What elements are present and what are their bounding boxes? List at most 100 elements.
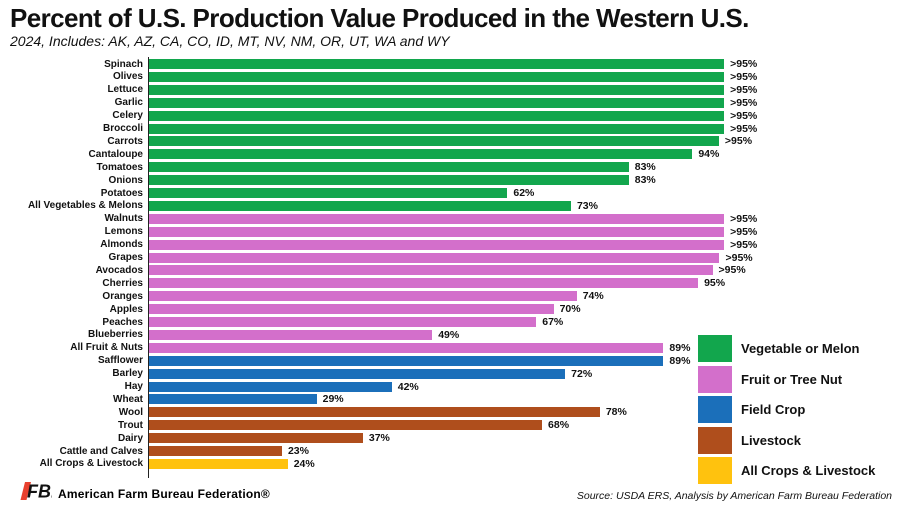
category-label: Broccoli xyxy=(102,123,143,134)
value-label: 68% xyxy=(548,419,570,432)
category-label: Almonds xyxy=(100,239,143,251)
bar xyxy=(149,84,725,95)
value-label: >95% xyxy=(730,70,758,83)
bar xyxy=(149,213,725,224)
value-label: 95% xyxy=(704,277,726,290)
value-label: 49% xyxy=(438,328,460,341)
bar xyxy=(149,97,725,108)
legend-swatch xyxy=(698,396,732,423)
value-label: 83% xyxy=(634,174,656,187)
footer-source: Source: USDA ERS, Analysis by American F… xyxy=(576,490,892,502)
legend-label: Fruit or Tree Nut xyxy=(741,371,843,387)
bar xyxy=(149,188,508,198)
value-label: >95% xyxy=(730,238,758,251)
bar xyxy=(149,342,664,353)
value-label: 29% xyxy=(322,393,344,406)
chart-subtitle: 2024, Includes: AK, AZ, CA, CO, ID, MT, … xyxy=(10,33,450,49)
bar xyxy=(149,329,433,340)
value-label: 23% xyxy=(287,445,309,457)
value-label: 78% xyxy=(605,406,627,419)
category-label: Safflower xyxy=(97,355,143,367)
bar xyxy=(149,136,719,147)
bar xyxy=(149,149,693,160)
value-label: 67% xyxy=(542,316,564,328)
bar xyxy=(149,278,699,289)
y-axis-line xyxy=(148,57,149,478)
value-label: 72% xyxy=(571,367,593,380)
bar xyxy=(149,433,363,444)
category-label: All Fruit & Nuts xyxy=(70,342,143,354)
legend-swatch xyxy=(698,426,732,454)
category-label: Dairy xyxy=(117,432,143,444)
category-label: Grapes xyxy=(108,252,143,263)
bar xyxy=(149,71,725,82)
value-label: 42% xyxy=(397,380,419,393)
category-label: Wool xyxy=(118,406,143,418)
value-label: >95% xyxy=(730,109,758,122)
bar xyxy=(149,175,629,186)
category-label: Tomatoes xyxy=(96,161,144,173)
value-label: 73% xyxy=(576,199,598,212)
category-label: Oranges xyxy=(102,290,143,302)
bar xyxy=(149,239,725,250)
category-label: Blueberries xyxy=(87,329,143,341)
category-label: Walnuts xyxy=(104,213,143,225)
value-label: >95% xyxy=(718,264,746,277)
value-label: >95% xyxy=(724,135,753,148)
value-label: >95% xyxy=(730,225,758,238)
value-label: >95% xyxy=(730,122,758,135)
footer-brand: American Farm Bureau Federation® xyxy=(58,487,270,501)
category-label: Trout xyxy=(118,419,143,431)
svg-text:FB.: FB. xyxy=(27,482,52,502)
bar xyxy=(149,368,566,379)
legend-item: Vegetable or Melon xyxy=(698,335,875,362)
bar xyxy=(149,291,577,302)
category-label: Onions xyxy=(108,174,143,186)
category-label: Celery xyxy=(112,110,143,122)
category-label: Spinach xyxy=(104,58,143,70)
bar xyxy=(149,355,664,366)
value-label: 94% xyxy=(698,148,720,161)
bar xyxy=(149,162,629,173)
bar xyxy=(149,394,317,405)
value-label: >95% xyxy=(730,83,758,96)
value-label: >95% xyxy=(725,251,753,264)
value-label: 62% xyxy=(513,187,535,199)
category-label: All Crops & Livestock xyxy=(39,458,143,470)
value-label: 70% xyxy=(559,303,581,316)
bar xyxy=(149,123,725,134)
value-label: 89% xyxy=(669,341,691,354)
legend-swatch xyxy=(698,335,732,362)
value-label: 37% xyxy=(368,432,390,445)
bar xyxy=(149,252,720,263)
category-label: All Vegetables & Melons xyxy=(27,200,143,212)
category-label: Peaches xyxy=(102,316,143,328)
legend-item: All Crops & Livestock xyxy=(698,457,875,484)
bar xyxy=(149,381,392,392)
bar xyxy=(149,200,571,211)
bar xyxy=(149,304,554,315)
category-label: Cherries xyxy=(102,277,143,289)
value-label: 24% xyxy=(293,457,315,470)
legend-label: Livestock xyxy=(741,432,801,448)
legend-label: Field Crop xyxy=(741,402,806,417)
value-label: 74% xyxy=(582,290,604,303)
bar xyxy=(149,420,543,431)
category-label: Avocados xyxy=(95,264,143,276)
category-label: Apples xyxy=(109,303,143,315)
legend: Vegetable or Melon Fruit or Tree Nut Field… xyxy=(698,335,875,488)
afbf-logo-icon: FB. xyxy=(20,481,56,506)
legend-swatch xyxy=(698,457,732,484)
category-label: Garlic xyxy=(114,97,143,109)
bar xyxy=(149,407,600,418)
category-label: Hay xyxy=(124,381,143,392)
legend-item: Field Crop xyxy=(698,396,875,423)
bar xyxy=(149,226,725,237)
legend-item: Livestock xyxy=(698,426,875,454)
value-label: >95% xyxy=(730,58,758,70)
bar xyxy=(149,458,288,469)
category-label: Lettuce xyxy=(107,84,143,96)
value-label: >95% xyxy=(730,96,758,109)
bar xyxy=(149,59,725,69)
